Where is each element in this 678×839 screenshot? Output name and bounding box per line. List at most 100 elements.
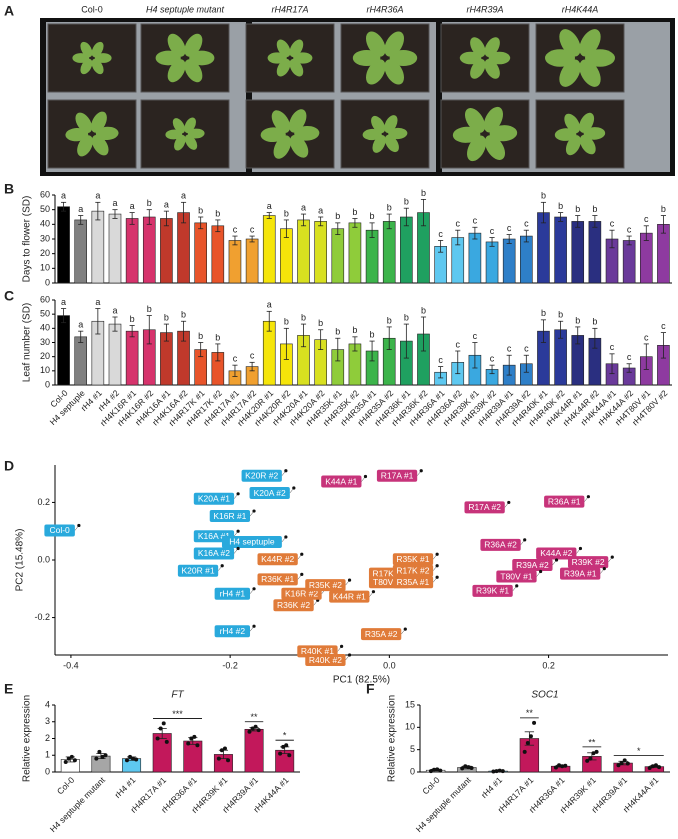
data-point <box>131 756 136 761</box>
y-tick-label: 20 <box>40 248 50 258</box>
significance-stars: ** <box>526 708 534 718</box>
error-bar <box>540 319 547 343</box>
significance-letter: b <box>352 207 357 217</box>
label-box <box>241 469 282 482</box>
error-bar <box>660 215 667 234</box>
y-tick-label: 10 <box>405 722 415 732</box>
error-bar <box>215 219 221 233</box>
x-tick-label: H4 septuple mutant <box>48 774 108 834</box>
error-bar <box>232 235 238 246</box>
leaf <box>95 126 119 141</box>
point-label: K44R #2 <box>261 554 294 564</box>
point <box>578 546 583 551</box>
error-bar <box>112 316 118 332</box>
data-point <box>216 756 221 761</box>
leaf <box>579 134 596 155</box>
data-point <box>158 726 163 731</box>
y-tick-label: 0 <box>410 766 415 776</box>
y-axis-label: Relative expression <box>22 695 33 782</box>
y-tick-label: 2 <box>45 733 50 743</box>
y-tick-label: 4 <box>45 699 50 709</box>
point-label: R40K #1 <box>301 646 334 656</box>
error-bar <box>643 225 649 241</box>
leaf <box>464 108 486 133</box>
y-axis-label: Relative expression <box>387 695 398 782</box>
significance-letter: c <box>490 354 495 364</box>
point-label: R36A #2 <box>484 540 517 550</box>
data-point <box>528 734 533 739</box>
data-point <box>563 763 568 768</box>
point-label: K16A #2 <box>198 548 230 558</box>
significance-letter: c <box>438 355 443 365</box>
bar <box>262 215 276 284</box>
significance-letter: b <box>215 332 220 342</box>
error-bar <box>403 323 409 359</box>
point-label: R40K #2 <box>309 655 342 665</box>
significance-letter: b <box>575 204 580 214</box>
point <box>602 567 606 571</box>
leaf <box>365 31 386 57</box>
significance-stars: * <box>637 746 641 756</box>
significance-letter: a <box>164 200 169 210</box>
error-bar <box>266 310 272 332</box>
point-label: R39A #1 <box>564 568 597 578</box>
point <box>554 558 559 562</box>
significance-letter: a <box>267 300 272 310</box>
data-point <box>226 758 231 763</box>
photo-label: rH4R36A <box>366 4 403 14</box>
data-point <box>438 768 443 773</box>
error-bar <box>575 326 581 345</box>
x-tick-label: Col-0 <box>55 775 77 797</box>
chart-title: SOC1 <box>531 690 558 701</box>
significance-letter: b <box>335 211 340 221</box>
y-tick-label: 3 <box>45 716 50 726</box>
significance-letter: a <box>130 201 135 211</box>
data-point <box>653 763 658 768</box>
significance-letter: c <box>524 219 529 229</box>
label-box <box>392 564 434 577</box>
error-bar <box>60 308 67 324</box>
error-bar <box>78 215 84 225</box>
point-label: K20A #2 <box>254 488 286 498</box>
error-bar <box>300 323 307 348</box>
data-point <box>128 754 133 759</box>
y-tick-label: 10 <box>40 263 50 273</box>
error-bar <box>95 308 101 335</box>
error-bar <box>455 350 461 375</box>
significance-letter: a <box>95 297 100 307</box>
data-point <box>195 743 200 748</box>
significance-letter: a <box>112 305 117 315</box>
leaf <box>559 29 581 57</box>
point <box>371 590 376 594</box>
x-tick-label: -0.4 <box>63 660 79 670</box>
significance-letter: c <box>610 219 615 229</box>
point-label: R17K #2 <box>396 566 429 576</box>
data-point <box>284 743 289 748</box>
leaf <box>489 125 518 142</box>
photo-label: Col-0 <box>81 4 103 14</box>
error-bar <box>609 229 615 249</box>
bar <box>382 221 396 284</box>
point-label: R35A #1 <box>397 577 430 587</box>
significance-letter: c <box>610 342 615 352</box>
pot <box>140 99 230 169</box>
label-box <box>273 599 314 612</box>
label-box <box>536 547 577 560</box>
point-label: R39K #1 <box>476 586 509 596</box>
pot <box>535 99 625 169</box>
significance-letter: c <box>644 214 649 224</box>
bar <box>622 240 636 284</box>
significance-letter: b <box>387 315 392 325</box>
leaf <box>94 53 112 63</box>
leaf <box>267 52 287 64</box>
error-bar <box>318 329 324 350</box>
significance-letter: b <box>575 315 580 325</box>
y-tick-label: 60 <box>40 294 50 304</box>
label-box <box>544 495 585 508</box>
point-label: R36A #1 <box>548 496 581 506</box>
bar <box>57 206 70 284</box>
leaf <box>65 127 89 142</box>
label-box <box>472 584 513 597</box>
x-tick-label: rH4 #1 <box>479 775 504 800</box>
